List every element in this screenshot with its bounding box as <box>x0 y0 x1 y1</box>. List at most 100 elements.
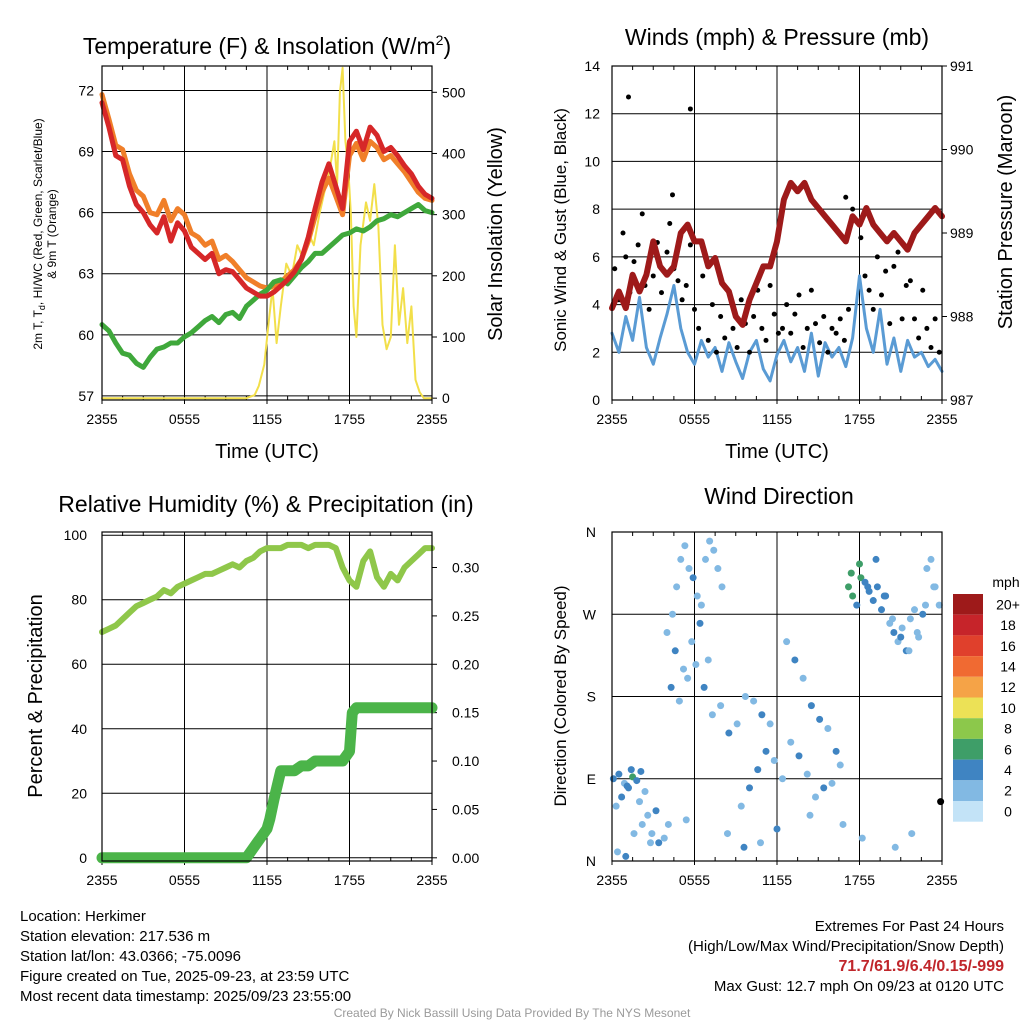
direction-point <box>923 565 931 573</box>
gust-point <box>825 349 831 355</box>
direction-point <box>618 793 626 801</box>
direction-point <box>812 793 819 801</box>
direction-point <box>746 784 753 792</box>
chart-title: Wind Direction <box>704 483 854 509</box>
direction-point <box>630 830 638 838</box>
colorbar-swatch <box>953 656 983 677</box>
direction-point <box>644 811 652 819</box>
direction-point <box>702 555 709 563</box>
direction-point <box>725 729 733 737</box>
y2-tick-label: 0.00 <box>452 850 479 866</box>
gust-point <box>780 325 785 331</box>
gust-point <box>903 282 909 288</box>
gust-point <box>804 325 810 331</box>
y2-tick-label: 400 <box>442 145 466 161</box>
direction-point <box>891 843 899 851</box>
x-axis-label: Time (UTC) <box>725 441 829 463</box>
colorbar-swatch <box>953 676 983 698</box>
colorbar-label: 2 <box>1004 783 1012 799</box>
gust-point <box>687 106 693 112</box>
y2-tick-label: 0.25 <box>452 608 479 624</box>
direction-point <box>673 583 681 591</box>
x-tick-label: 1155 <box>252 872 282 888</box>
temperature-panel: 2355 0555 1155 1755 2355 57 60 63 66 69 72 0 100 200 3… <box>31 32 507 463</box>
direction-point <box>930 583 938 591</box>
y2-tick-label: 100 <box>442 329 466 345</box>
y-tick-label: 0 <box>79 850 87 866</box>
gust-point <box>866 287 872 293</box>
figure-created: Figure created on Tue, 2025-09-23, at 23… <box>20 968 350 985</box>
series-maroon-line <box>609 179 945 328</box>
direction-point <box>845 583 852 591</box>
direction-point <box>783 638 791 646</box>
y-axis-label: 2m T, Td, HI/WC (Red, Green, Scarlet/Blu… <box>31 118 47 349</box>
gust-point <box>705 337 711 343</box>
title-main: Temperature (F) & Insolation (W/m <box>83 33 436 59</box>
extremes-subtitle: (High/Low/Max Wind/Precipitation/Snow De… <box>688 938 1004 955</box>
gust-point <box>738 297 744 303</box>
direction-point <box>663 629 671 637</box>
direction-point <box>737 802 745 810</box>
x-tick-label: 0555 <box>679 872 710 888</box>
x-tick-label: 2355 <box>86 872 117 888</box>
y-tick-label: 80 <box>71 592 87 608</box>
gust-point <box>734 345 740 351</box>
direction-point <box>836 761 844 769</box>
plot-frame <box>101 65 433 401</box>
direction-point <box>890 629 898 637</box>
y-tick-label: 6 <box>592 249 600 265</box>
direction-point <box>704 656 712 664</box>
gust-point <box>821 314 827 319</box>
direction-point <box>652 807 660 815</box>
gust-point <box>730 325 736 331</box>
series-rh_green-line <box>99 541 435 635</box>
gust-point <box>683 282 689 288</box>
gust-point <box>784 302 790 308</box>
direction-point <box>795 752 803 760</box>
max-gust: Max Gust: 12.7 mph On 09/23 at 0120 UTC <box>713 978 1004 995</box>
gust-point <box>626 94 631 100</box>
x-tick-label: 1755 <box>844 411 875 427</box>
y-tick-label: 2 <box>592 344 600 360</box>
y2-tick-label: 300 <box>442 207 466 223</box>
x-tick-label: 1755 <box>334 411 365 427</box>
direction-point <box>636 798 643 806</box>
colorbar-label: 18 <box>1000 617 1016 633</box>
direction-point <box>762 747 770 755</box>
y-tick-label: 60 <box>71 656 87 672</box>
colorbar-label: 6 <box>1004 741 1012 757</box>
direction-point <box>750 697 758 705</box>
series-green-line <box>99 202 435 370</box>
direction-point <box>693 592 701 600</box>
direction-point <box>766 720 774 728</box>
direction-point <box>614 848 621 856</box>
colorbar-swatch <box>953 614 983 636</box>
direction-point <box>660 834 668 842</box>
direction-point <box>779 775 786 783</box>
colorbar-title: mph <box>992 574 1019 590</box>
gust-point <box>817 340 823 346</box>
gust-point <box>714 349 719 355</box>
direction-point <box>677 555 685 563</box>
gust-point <box>928 345 934 351</box>
y-tick-label: 60 <box>78 327 94 343</box>
direction-point <box>897 633 905 641</box>
gust-point <box>771 311 777 317</box>
y-tick-label: 20 <box>71 785 87 801</box>
gust-point <box>639 211 645 217</box>
direction-point <box>758 711 766 719</box>
y-tick-label: 10 <box>584 153 600 169</box>
direction-point <box>820 784 828 792</box>
colorbar-label: 16 <box>1000 638 1016 654</box>
direction-point <box>622 852 630 860</box>
direction-point <box>741 693 749 700</box>
y2-axis-label: Station Pressure (Maroon) <box>995 95 1017 330</box>
direction-point <box>697 601 705 609</box>
gust-point <box>862 273 868 279</box>
x-tick-label: 1155 <box>252 411 282 427</box>
gust-point <box>700 273 706 279</box>
y-tick-label: 40 <box>71 721 87 737</box>
gust-point <box>833 330 839 336</box>
colorbar-swatch <box>953 697 983 719</box>
gust-point <box>874 254 880 260</box>
